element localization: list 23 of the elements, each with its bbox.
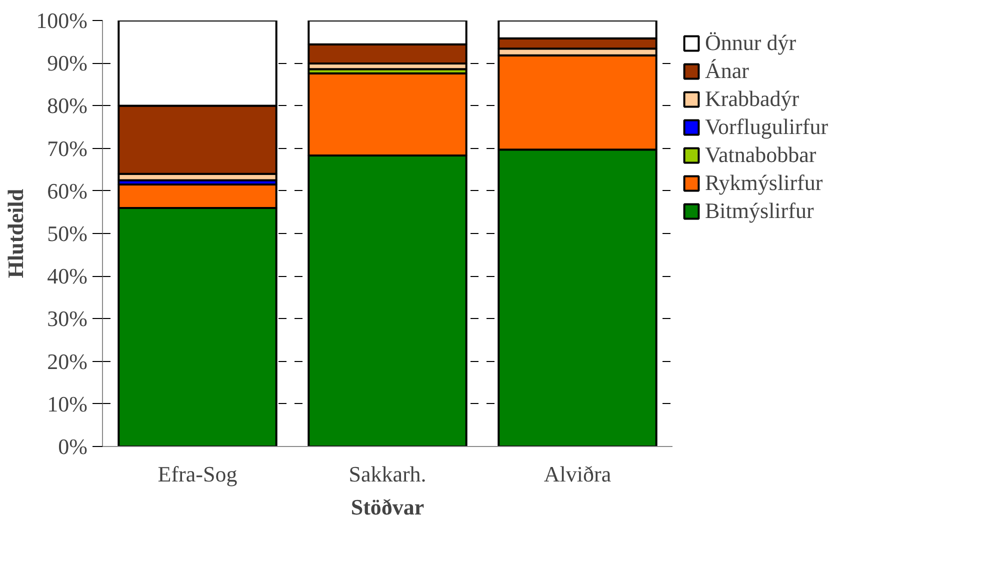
legend-label: Önnur dýr	[705, 30, 796, 56]
y-tick-label: 100%	[36, 8, 88, 33]
y-tick-label: 10%	[47, 391, 88, 416]
x-tick-label: Sakkarh.	[348, 462, 426, 486]
y-tick-label: 70%	[47, 136, 88, 161]
y-tick-label: 30%	[47, 306, 88, 332]
x-tick-label: Alviðra	[544, 462, 612, 486]
legend-label: Vorflugulirfur	[705, 114, 828, 140]
y-tick-label: 20%	[47, 348, 88, 374]
legend-label: Bitmýslirfur	[705, 198, 814, 224]
y-tick-label: 60%	[47, 178, 88, 204]
y-tick-label: 90%	[47, 50, 88, 76]
legend-label: Ánar	[705, 58, 749, 84]
y-axis-title: Hlutdeild	[3, 188, 28, 278]
y-tick-label: 50%	[47, 221, 88, 246]
legend-label: Vatnabobbar	[705, 142, 816, 168]
x-tick-label: Efra-Sog	[158, 462, 238, 486]
y-tick-label: 80%	[47, 93, 88, 118]
x-axis-title: Stöðvar	[350, 494, 424, 520]
y-tick-label: 0%	[58, 434, 88, 459]
y-tick-label: 40%	[47, 264, 88, 289]
legend-label: Krabbadýr	[705, 86, 800, 112]
legend-label: Rykmýslirfur	[705, 170, 823, 196]
